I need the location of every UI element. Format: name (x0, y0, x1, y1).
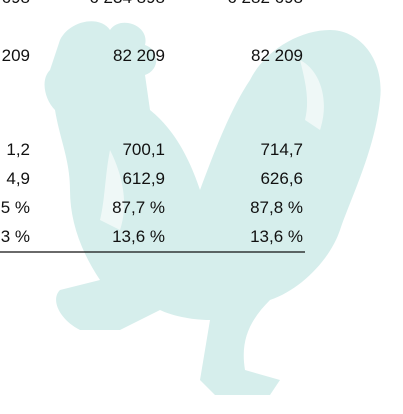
table-cell: 87,8 % (250, 198, 303, 218)
table-cell: 714,7 (260, 140, 303, 160)
table-cell: 13,6 % (250, 227, 303, 247)
table-cell: 700,1 (122, 140, 165, 160)
table-cell: 6 234 898 (89, 0, 165, 8)
table-cell: 82 209 (251, 46, 303, 66)
table-cell: 13,6 % (112, 227, 165, 247)
table-cell: 82 209 (113, 46, 165, 66)
table-cell: 4,9 (6, 169, 30, 189)
rooster-watermark (0, 0, 403, 414)
table-cell: 612,9 (122, 169, 165, 189)
table-cell: 209 (2, 46, 30, 66)
table-cell: 626,6 (260, 169, 303, 189)
table-cell: 87,7 % (112, 198, 165, 218)
table-cell: 5 % (1, 198, 30, 218)
table-cell: 1,2 (6, 140, 30, 160)
page: 698 6 234 898 6 282 698 209 82 209 82 20… (0, 0, 403, 414)
table-cell: 698 (2, 0, 30, 8)
table-cell: 6 282 698 (227, 0, 303, 8)
table-cell: 3 % (1, 227, 30, 247)
